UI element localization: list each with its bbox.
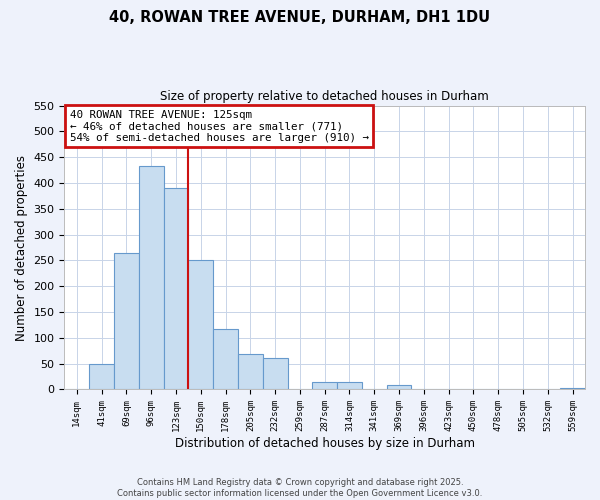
Bar — [238, 354, 263, 390]
Bar — [263, 358, 287, 390]
Bar — [386, 386, 412, 390]
Bar — [337, 382, 362, 390]
Bar — [114, 252, 139, 390]
Bar — [313, 382, 337, 390]
Bar — [188, 260, 213, 390]
Bar — [560, 388, 585, 390]
Bar — [139, 166, 164, 390]
Text: 40, ROWAN TREE AVENUE, DURHAM, DH1 1DU: 40, ROWAN TREE AVENUE, DURHAM, DH1 1DU — [109, 10, 491, 25]
Bar — [213, 328, 238, 390]
Text: 40 ROWAN TREE AVENUE: 125sqm
← 46% of detached houses are smaller (771)
54% of s: 40 ROWAN TREE AVENUE: 125sqm ← 46% of de… — [70, 110, 368, 143]
Y-axis label: Number of detached properties: Number of detached properties — [15, 154, 28, 340]
Bar — [164, 188, 188, 390]
Title: Size of property relative to detached houses in Durham: Size of property relative to detached ho… — [160, 90, 489, 103]
Bar — [89, 364, 114, 390]
Text: Contains HM Land Registry data © Crown copyright and database right 2025.
Contai: Contains HM Land Registry data © Crown c… — [118, 478, 482, 498]
X-axis label: Distribution of detached houses by size in Durham: Distribution of detached houses by size … — [175, 437, 475, 450]
